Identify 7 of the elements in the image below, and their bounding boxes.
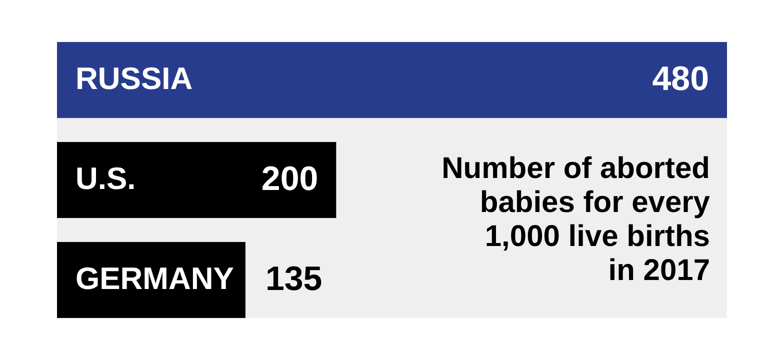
y-tick-label: U.S.: [76, 161, 136, 196]
y-tick-label: GERMANY: [76, 261, 234, 296]
data-label: 480: [652, 60, 709, 98]
data-label: 200: [261, 160, 318, 198]
y-tick-label: RUSSIA: [76, 61, 193, 96]
text: Number of aborted babies for every 1,000 live births in 2017: [442, 152, 710, 287]
data-label: 135: [265, 260, 322, 298]
